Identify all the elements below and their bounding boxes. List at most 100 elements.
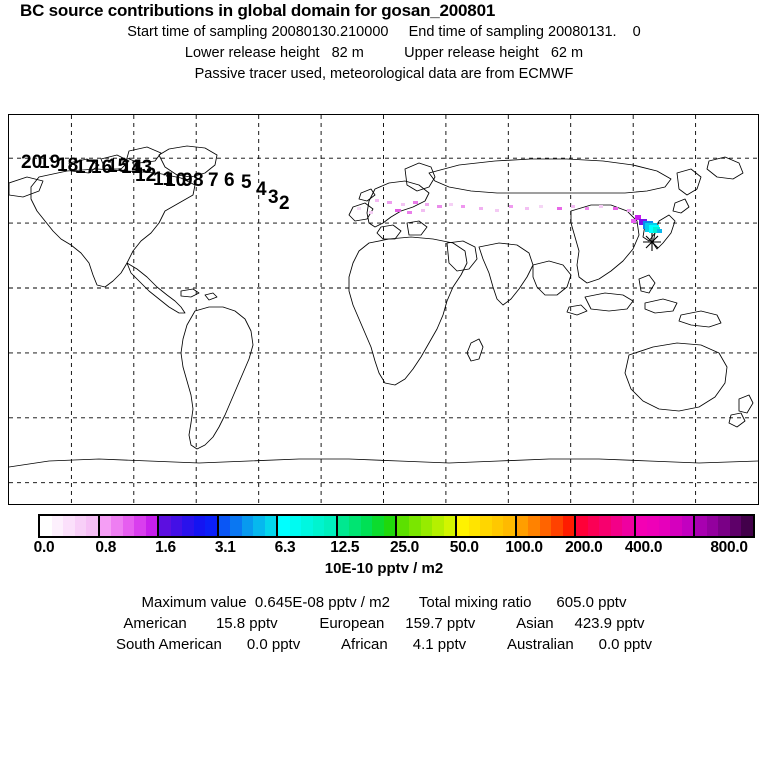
- colorbar-step: [122, 516, 135, 536]
- global-map-panel[interactable]: 20 19 18 17 16 15 14 13 12 11 10 9 8 7 6 5 4 3 2: [8, 114, 759, 505]
- colorbar-step: [278, 516, 290, 536]
- colorbar-segment-violet-magenta: [99, 516, 160, 536]
- coastlines: [9, 145, 758, 468]
- colorbar-step: [193, 516, 206, 536]
- colorbar-step: [408, 516, 421, 536]
- trajectory-label-2: 2: [279, 193, 290, 214]
- colorbar-step: [562, 516, 575, 536]
- colorbar-step: [372, 516, 384, 536]
- colorbar-step: [360, 516, 373, 536]
- colorbar-segment-blue-cyan: [218, 516, 279, 536]
- colorbar-step: [99, 516, 112, 536]
- colorbar-step: [230, 516, 242, 536]
- colorbar-step: [63, 516, 75, 536]
- colorbar-step: [503, 516, 515, 536]
- colorbar-tick-12.5: 12.5: [330, 539, 360, 556]
- colorbar-step: [74, 516, 87, 536]
- colorbar-segment-red-pink: [576, 516, 636, 536]
- colorbar-step: [111, 516, 123, 536]
- colorbar-step: [610, 516, 623, 536]
- colorbar-step: [741, 516, 753, 536]
- colorbar-step: [170, 516, 183, 536]
- colorbar-step: [145, 516, 158, 536]
- trajectory-label-3: 3: [268, 187, 279, 208]
- colorbar-step: [551, 516, 563, 536]
- colorbar-step: [706, 516, 719, 536]
- colorbar-step: [599, 516, 611, 536]
- colorbar-step: [51, 516, 64, 536]
- trajectory-label-6: 6: [224, 170, 235, 191]
- colorbar-step: [159, 516, 171, 536]
- colorbar-step: [182, 516, 194, 536]
- trajectory-label-20: 20: [21, 152, 42, 173]
- colorbar-segment-purple-blue: [159, 516, 219, 536]
- page-title: BC source contributions in global domain…: [20, 1, 496, 20]
- trajectory-label-12: 12: [135, 165, 156, 186]
- colorbar-segment-cyan: [278, 516, 338, 536]
- colorbar-segment-purple-dark: [695, 516, 753, 536]
- header-block: BC source contributions in global domain…: [0, 0, 768, 85]
- colorbar-step: [670, 516, 682, 536]
- colorbar-tick-50.0: 50.0: [449, 539, 479, 556]
- colorbar-step: [312, 516, 325, 536]
- colorbar-step: [491, 516, 504, 536]
- latitude-gridlines: [9, 157, 758, 484]
- colorbar-tick-800.0: 800.0: [710, 539, 748, 556]
- colorbar-step: [576, 516, 588, 536]
- colorbar-step: [218, 516, 231, 536]
- colorbar-step: [587, 516, 600, 536]
- trajectory-label-5: 5: [241, 172, 252, 193]
- trajectory-label-16: 16: [91, 157, 112, 178]
- colorbar-segment-green-yellow: [397, 516, 458, 536]
- colorbar-step: [40, 516, 52, 536]
- colorbar-tick-6.3: 6.3: [274, 539, 296, 556]
- trajectory-label-15: 15: [107, 156, 129, 177]
- trajectory-label-7: 7: [208, 170, 219, 191]
- colorbar-step: [264, 516, 277, 536]
- colorbar-tick-400.0: 400.0: [624, 539, 663, 556]
- colorbar-tick-0.0: 0.0: [33, 539, 55, 556]
- colorbar-step: [528, 516, 540, 536]
- colorbar-step: [397, 516, 409, 536]
- gosan-source-star-icon: [643, 233, 661, 251]
- colorbar-tick-0.8: 0.8: [95, 539, 117, 556]
- colorbar-tick-25.0: 25.0: [390, 539, 419, 556]
- colorbar-step: [241, 516, 254, 536]
- trajectory-label-9: 9: [182, 170, 193, 191]
- colorbar[interactable]: [38, 514, 755, 538]
- trajectory-label-11: 11: [153, 169, 174, 190]
- colorbar-step: [729, 516, 742, 536]
- colorbar-step: [349, 516, 361, 536]
- stat-row-regions-1: American 15.8 pptv European 159.7 pptv A…: [123, 615, 645, 632]
- colorbar-segment-orange: [516, 516, 577, 536]
- trajectory-label-4: 4: [256, 179, 267, 200]
- colorbar-step: [658, 516, 671, 536]
- stat-row-maximum: Maximum value 0.645E-08 pptv / m2 Total …: [141, 594, 627, 611]
- tracer-meteo-line: Passive tracer used, meteorological data…: [194, 66, 574, 82]
- colorbar-step: [134, 516, 146, 536]
- colorbar-segment-cyan-green: [337, 516, 398, 536]
- colorbar-step: [253, 516, 265, 536]
- trajectory-label-14: 14: [121, 157, 143, 178]
- release-height-line: Lower release height 82 m Upper release …: [184, 45, 584, 61]
- colorbar-step: [681, 516, 694, 536]
- sampling-time-line: Start time of sampling 20080130.210000 E…: [127, 24, 641, 40]
- colorbar-step: [480, 516, 492, 536]
- plume-particles: [357, 199, 662, 233]
- trajectory-label-8: 8: [193, 170, 204, 191]
- colorbar-step: [205, 516, 217, 536]
- colorbar-tick-1.6: 1.6: [155, 539, 176, 556]
- colorbar-step: [539, 516, 552, 536]
- colorbar-step: [337, 516, 350, 536]
- colorbar-tick-labels: 0.0 0.8 1.6 3.1 6.3 12.5 25.0 50.0 100.0 200.0 400…: [0, 539, 768, 559]
- stat-row-regions-2: South American 0.0 pptv African 4.1 pptv…: [115, 636, 653, 653]
- colorbar-step: [443, 516, 456, 536]
- colorbar-step: [324, 516, 336, 536]
- colorbar-step: [622, 516, 634, 536]
- colorbar-step: [695, 516, 707, 536]
- colorbar-step: [432, 516, 444, 536]
- colorbar-step: [420, 516, 433, 536]
- trajectory-label-13: 13: [131, 157, 152, 178]
